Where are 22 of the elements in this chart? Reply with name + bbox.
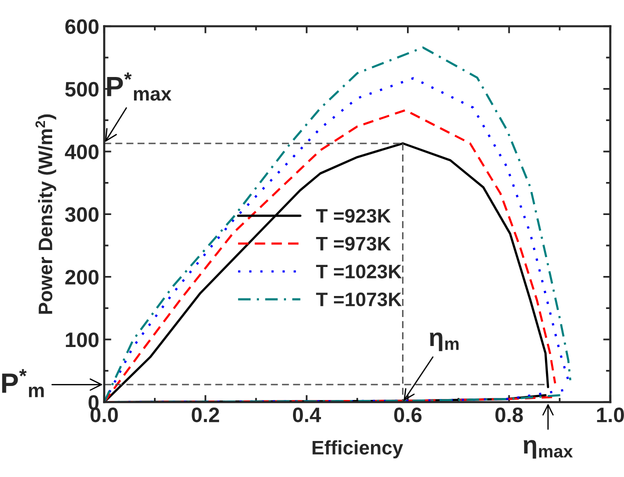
y-tick-label: 200 — [65, 270, 98, 285]
text: η$_{max}$ — [524, 440, 573, 459]
x-tick-label: 0.8 — [495, 408, 523, 422]
y-tick-label: 500 — [65, 82, 98, 97]
x-tick-label: 1.0 — [597, 408, 624, 422]
y-tick-label: 300 — [65, 207, 98, 222]
x-axis-title: Efficiency — [312, 440, 404, 458]
x-tick-label: 0.0 — [90, 408, 118, 422]
legend-label: T =923K — [316, 208, 391, 223]
text: P$^{*}$$_{m}$ — [2, 369, 44, 398]
x-tick-label: 0.6 — [394, 408, 422, 422]
y-axis-title: Power Density (W/m$^{2}$) — [35, 114, 56, 314]
y-tick-label: 600 — [65, 19, 98, 34]
annotation: P$^{*}$$_{max}$ — [107, 72, 172, 101]
x-tick-label: 0.2 — [192, 408, 220, 422]
legend-label: T =1023K — [316, 264, 402, 278]
annotation: η$_{m}$ — [430, 332, 459, 352]
y-tick-label: 400 — [64, 144, 98, 160]
x-tick-label: 0.4 — [292, 408, 322, 422]
legend-label: T =1073K — [316, 292, 402, 306]
legend-label: T =973K — [316, 236, 391, 251]
y-tick-label: 100 — [66, 332, 98, 348]
